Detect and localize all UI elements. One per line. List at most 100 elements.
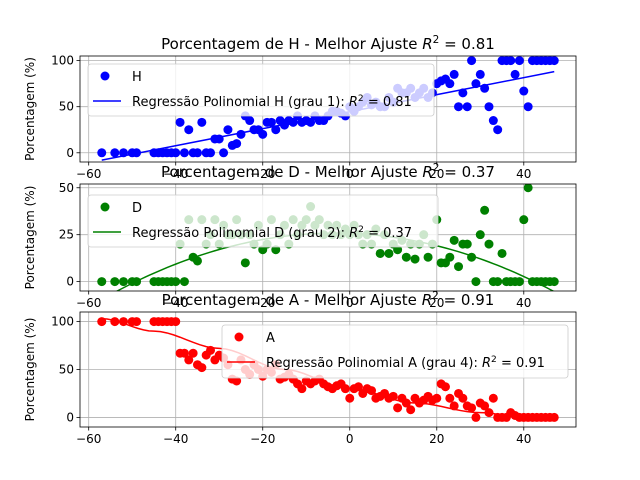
y-axis-label-h: Porcentagem (%)	[23, 57, 37, 161]
chart-title-a: Porcentagem de A - Melhor Ajuste R2 = 0.…	[162, 290, 495, 309]
data-point-h	[467, 56, 477, 66]
data-point-a	[449, 401, 459, 411]
legend-box-d	[87, 194, 439, 248]
y-tick-label-d: 0	[66, 275, 74, 289]
legend-label-regression-d-r: R	[349, 226, 358, 241]
chart-title-a-main: Porcentagem de A - Melhor Ajuste	[162, 291, 422, 309]
legend-label-regression-h-main: Regressão Polinomial H (grau 1):	[132, 95, 349, 110]
data-point-h	[192, 148, 202, 158]
data-point-d	[271, 245, 281, 255]
data-point-d	[484, 239, 494, 249]
data-point-a	[445, 393, 455, 403]
data-point-a	[340, 384, 350, 394]
legend-marker-a	[234, 332, 244, 342]
data-point-h	[288, 117, 298, 127]
data-point-h	[523, 102, 533, 112]
data-point-a	[297, 384, 307, 394]
data-point-h	[236, 129, 246, 139]
data-point-d	[449, 235, 459, 245]
data-point-d	[393, 245, 403, 255]
y-tick-label-h: 0	[66, 146, 74, 160]
data-point-h	[480, 83, 490, 93]
data-point-d	[514, 277, 524, 287]
data-point-h	[266, 117, 276, 127]
axes-frame-d	[79, 183, 577, 292]
data-point-d	[497, 248, 507, 258]
chart-title-a-val: = 0.91	[439, 291, 495, 309]
data-point-d	[171, 277, 181, 287]
legend-label-regression-d-main: Regressão Polinomial D (grau 2):	[132, 226, 349, 241]
axes-frame-h	[79, 55, 577, 163]
x-tick-label-a: −60	[76, 432, 101, 446]
legend-box-a	[221, 324, 569, 379]
data-point-d	[119, 277, 129, 287]
data-point-a	[206, 345, 216, 355]
data-point-h	[110, 148, 120, 158]
legend-marker-h	[100, 71, 110, 81]
data-point-a	[188, 348, 198, 358]
data-point-h	[214, 134, 224, 144]
chart-title-d-exp: 2	[433, 162, 440, 174]
legend-label-regression-a: Regressão Polinomial A (grau 4): R2 = 0.…	[266, 355, 545, 371]
data-point-h	[97, 148, 107, 158]
y-tick-label-h: 100	[51, 54, 74, 68]
data-point-d	[410, 254, 420, 264]
data-point-d	[97, 277, 107, 287]
data-point-a	[110, 317, 120, 327]
data-point-a	[367, 386, 377, 396]
x-tick-label-h: 0	[346, 167, 354, 181]
x-tick-label-a: −20	[250, 432, 275, 446]
x-tick-label-d: −40	[163, 296, 188, 310]
data-point-h	[549, 56, 559, 66]
chart-title-d-r: R	[422, 163, 432, 181]
legend-label-regression-h: Regressão Polinomial H (grau 1): R2 = 0.…	[132, 94, 412, 110]
x-tick-label-d: 20	[429, 296, 444, 310]
data-point-a	[179, 348, 189, 358]
data-point-h	[119, 148, 129, 158]
legend-label-regression-d: Regressão Polinomial D (grau 2): R2 = 0.…	[132, 225, 412, 241]
data-point-a	[406, 405, 416, 415]
data-point-d	[179, 277, 189, 287]
chart-title-h-main: Porcentagem de H - Melhor Ajuste	[161, 35, 422, 53]
data-point-d	[519, 215, 529, 225]
x-tick-label-h: 40	[516, 167, 531, 181]
data-point-a	[488, 393, 498, 403]
data-point-a	[549, 412, 559, 422]
chart-h: −60 −40 −20 0 20 40 0 50 100 Porcentagem (%) Porce…	[23, 34, 577, 181]
data-point-h	[475, 69, 485, 79]
legend-label-regression-a-r: R	[482, 356, 491, 371]
legend-label-regression-a-exp: 2	[491, 355, 497, 365]
legend-a: A Regressão Polinomial A (grau 4): R2 = 0…	[221, 324, 569, 379]
data-point-h	[206, 148, 216, 158]
data-point-h	[258, 129, 268, 139]
data-point-d	[549, 277, 559, 287]
data-point-h	[471, 79, 481, 89]
chart-title-h-exp: 2	[433, 34, 440, 46]
y-tick-label-h: 50	[59, 100, 74, 114]
data-point-a	[440, 382, 450, 392]
x-tick-label-a: 40	[516, 432, 531, 446]
data-point-h	[510, 69, 520, 79]
chart-title-a-exp: 2	[432, 290, 439, 302]
legend-label-scatter-a: A	[266, 331, 275, 346]
data-point-d	[401, 252, 411, 262]
chart-title-h: Porcentagem de H - Melhor Ajuste R2 = 0.…	[161, 34, 495, 53]
data-point-h	[223, 125, 233, 135]
legend-label-scatter-d: D	[132, 201, 142, 216]
legend-label-regression-d-val: = 0.37	[364, 226, 412, 241]
data-point-a	[458, 393, 468, 403]
legend-h: H Regressão Polinomial H (grau 1): R2 = 0…	[87, 63, 435, 117]
legend-label-regression-h-r: R	[349, 95, 358, 110]
x-tick-label-d: −60	[76, 296, 101, 310]
x-tick-label-a: −40	[163, 432, 188, 446]
data-point-h	[197, 117, 207, 127]
data-point-h	[454, 102, 464, 112]
data-point-d	[192, 256, 202, 266]
data-point-h	[519, 86, 529, 96]
data-point-a	[480, 401, 490, 411]
data-point-a	[393, 403, 403, 413]
data-point-h	[132, 148, 142, 158]
data-point-d	[493, 277, 503, 287]
